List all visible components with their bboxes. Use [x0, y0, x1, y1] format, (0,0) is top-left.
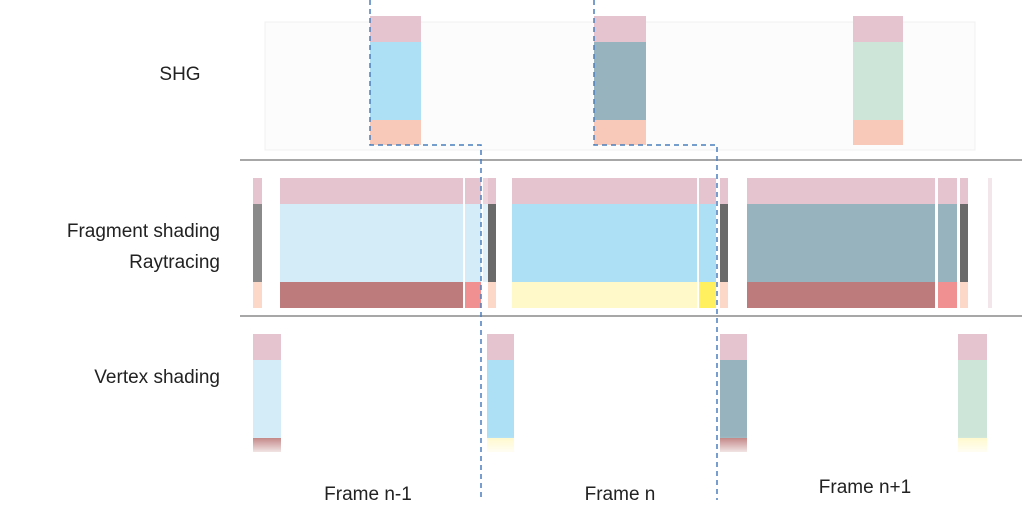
lane-label: SHG [159, 64, 200, 85]
frame-boundary [369, 0, 482, 500]
lane-label: Fragment shading [67, 221, 220, 242]
frame-boundary [593, 0, 718, 500]
shg-blocks [370, 16, 903, 145]
frame-label: Frame n+1 [819, 477, 911, 498]
frame-label: Frame n [585, 484, 656, 505]
lane-label: Raytracing [129, 252, 220, 273]
vertex-blocks [245, 334, 1005, 456]
fragment-blocks [253, 178, 992, 308]
lane-label: Vertex shading [94, 367, 220, 388]
frame-label: Frame n-1 [324, 484, 412, 505]
